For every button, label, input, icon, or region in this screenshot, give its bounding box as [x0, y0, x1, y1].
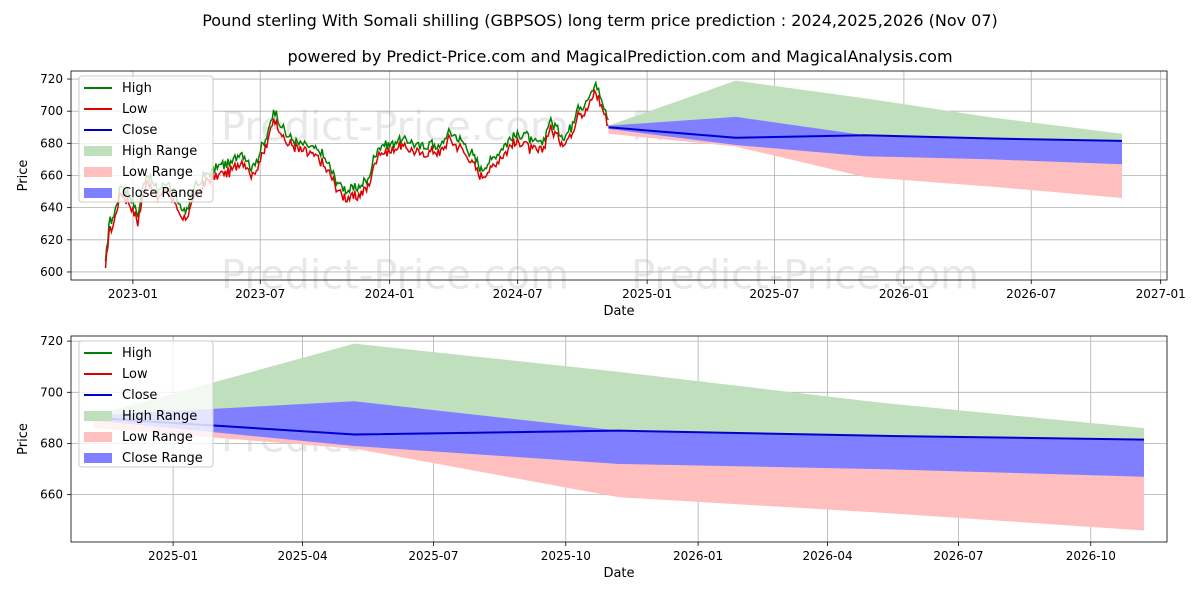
legend-high-range-swatch	[84, 146, 112, 156]
y-tick-label: 680	[40, 136, 63, 150]
x-tick-label: 2024-01	[365, 287, 415, 301]
y-tick-label: 700	[40, 385, 63, 399]
legend-low-label: Low	[122, 367, 148, 382]
x-tick-label: 2026-07	[1006, 287, 1056, 301]
legend-low-label: Low	[122, 102, 148, 117]
legend-close-range-swatch	[84, 453, 112, 463]
x-tick-label: 2026-04	[802, 549, 852, 563]
x-tick-label: 2025-07	[749, 287, 799, 301]
legend-close-label: Close	[122, 123, 157, 138]
y-tick-label: 600	[40, 265, 63, 279]
legend-high-range-swatch	[84, 411, 112, 421]
x-tick-label: 2026-01	[673, 549, 723, 563]
close-forecast-line	[93, 416, 1145, 441]
legend-high-label: High	[122, 346, 152, 361]
watermark-text: Predict-Price.com	[631, 252, 979, 298]
y-axis-label: Price	[16, 160, 31, 192]
y-tick-label: 660	[40, 169, 63, 183]
plot-frame	[70, 70, 1168, 281]
y-tick-label: 620	[40, 233, 63, 247]
legend-low-range-label: Low Range	[122, 165, 193, 180]
bottom-forecast-chart: Predict-Price.comPredict-Price.com2025-0…	[16, 334, 1168, 581]
legend-box	[78, 75, 214, 203]
x-tick-label: 2025-01	[622, 287, 672, 301]
y-tick-label: 700	[40, 104, 63, 118]
legend-close-label: Close	[122, 388, 157, 403]
legend-close-range-swatch	[84, 188, 112, 198]
legend-close-range-label: Close Range	[122, 186, 203, 201]
close-forecast-line	[608, 126, 1122, 142]
x-axis-label: Date	[603, 304, 634, 319]
x-tick-label: 2025-07	[408, 549, 458, 563]
legend-low-range-swatch	[84, 432, 112, 442]
legend-low-range-swatch	[84, 167, 112, 177]
x-tick-label: 2025-10	[541, 549, 591, 563]
legend-box	[78, 340, 214, 468]
x-tick-label: 2026-07	[933, 549, 983, 563]
x-tick-label: 2023-07	[235, 287, 285, 301]
legend-close-range-label: Close Range	[122, 451, 203, 466]
legend-high-range-label: High Range	[122, 409, 197, 424]
y-axis-label: Price	[16, 423, 31, 455]
x-tick-label: 2024-07	[493, 287, 543, 301]
x-tick-label: 2025-01	[148, 549, 198, 563]
chart-subtitle: powered by Predict-Price.com and Magical…	[287, 47, 952, 66]
x-tick-label: 2027-01	[1136, 287, 1186, 301]
y-tick-label: 680	[40, 436, 63, 450]
legend-high-range-label: High Range	[122, 144, 197, 159]
high-history-line	[104, 80, 610, 262]
legend-low-range-label: Low Range	[122, 430, 193, 445]
x-tick-label: 2026-10	[1066, 549, 1116, 563]
watermark-text: Predict-Price.com	[221, 252, 569, 298]
low-history-line	[104, 88, 609, 269]
close-range-area	[94, 401, 1144, 477]
x-tick-label: 2023-01	[108, 287, 158, 301]
x-tick-label: 2025-04	[277, 549, 327, 563]
close-range-area	[608, 116, 1122, 165]
y-tick-label: 660	[40, 488, 63, 502]
plot-frame	[70, 335, 1168, 543]
y-tick-label: 720	[40, 334, 63, 348]
x-axis-label: Date	[603, 566, 634, 581]
chart-title: Pound sterling With Somali shilling (GBP…	[202, 11, 998, 30]
y-tick-label: 720	[40, 72, 63, 86]
x-tick-label: 2026-01	[879, 287, 929, 301]
legend-high-label: High	[122, 81, 152, 96]
y-tick-label: 640	[40, 201, 63, 215]
